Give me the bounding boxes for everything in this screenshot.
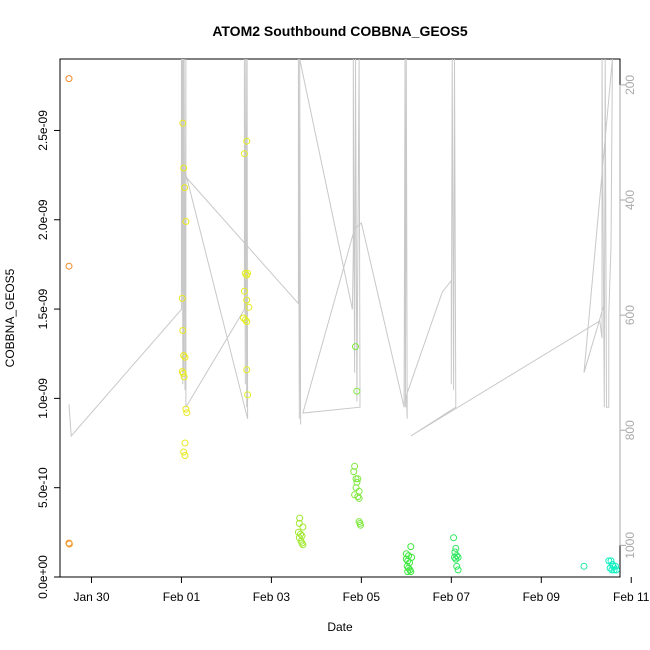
y-right-tick-label: 200	[623, 75, 637, 95]
y-right-tick-label: 600	[623, 305, 637, 325]
data-point	[181, 353, 189, 361]
data-point	[355, 494, 363, 502]
y-right-axis: 200 400 600 800 1000	[619, 75, 637, 559]
data-point	[610, 566, 618, 574]
data-point	[608, 566, 616, 574]
data-point	[65, 75, 73, 83]
data-point	[181, 439, 189, 447]
x-tick-label: Feb 07	[433, 590, 471, 604]
data-point	[351, 462, 359, 470]
data-point	[404, 557, 412, 565]
data-point	[180, 373, 188, 381]
data-point	[612, 562, 619, 570]
data-point	[182, 405, 190, 413]
y-axis: 0.0e+00 5.0e-10 1.0e-09 1.5e-09 2.0e-09 2.5e-…	[36, 110, 60, 599]
x-tick-label: Feb 05	[343, 590, 381, 604]
x-axis-label: Date	[327, 620, 353, 634]
data-point	[299, 523, 307, 531]
data-point	[352, 343, 359, 351]
data-point	[181, 452, 189, 459]
data-point	[65, 540, 73, 548]
data-point	[183, 409, 191, 417]
data-point	[452, 555, 460, 563]
data-point	[580, 562, 588, 570]
data-point	[240, 150, 248, 158]
data-point	[408, 553, 416, 561]
y-right-tick-label: 400	[623, 190, 637, 210]
data-point	[244, 391, 252, 399]
data-point	[297, 530, 305, 538]
data-point	[407, 543, 415, 551]
data-point	[241, 269, 249, 277]
data-point	[404, 568, 412, 576]
data-point	[605, 557, 613, 565]
pressure-line-layer	[68, 58, 613, 438]
plot-frame	[59, 58, 621, 578]
data-point	[181, 184, 189, 192]
data-point	[295, 519, 303, 527]
data-point	[179, 119, 187, 127]
data-point	[179, 369, 187, 377]
data-point	[296, 514, 304, 522]
data-point	[451, 553, 458, 561]
chart-title: ATOM2 Southbound COBBNA_GEOS5	[212, 23, 468, 39]
data-point	[612, 566, 620, 574]
y-tick-label: 2.0e-09	[36, 199, 50, 240]
data-point	[179, 327, 187, 334]
data-point	[354, 475, 362, 483]
y-axis-label: COBBNA_GEOS5	[3, 268, 17, 367]
y-tick-label: 2.5e-09	[36, 110, 50, 151]
data-point	[407, 568, 415, 576]
data-point	[357, 521, 364, 529]
data-point	[240, 287, 248, 295]
data-point	[243, 296, 251, 304]
y-right-tick-label: 1000	[623, 532, 637, 559]
data-point	[451, 548, 459, 556]
y-tick-label: 5.0e-10	[36, 467, 50, 508]
data-point	[180, 448, 188, 456]
y-tick-label: 1.0e-09	[36, 378, 50, 419]
data-point	[450, 534, 458, 542]
data-point	[241, 316, 249, 324]
y-tick-label: 1.5e-09	[36, 288, 50, 329]
data-point	[453, 552, 461, 560]
data-point	[299, 541, 307, 549]
data-point	[180, 164, 188, 172]
data-point	[402, 550, 410, 558]
x-tick-label: Jan 30	[73, 590, 109, 604]
pressure-line	[68, 58, 613, 438]
data-point	[354, 493, 362, 501]
data-point	[452, 544, 460, 552]
data-point	[454, 566, 462, 574]
data-point	[350, 468, 358, 476]
data-point	[243, 318, 251, 326]
x-tick-label: Feb 09	[523, 590, 561, 604]
data-point	[453, 562, 461, 570]
data-point	[353, 387, 361, 395]
data-point	[245, 303, 253, 311]
x-tick-label: Feb 01	[163, 590, 201, 604]
x-tick-label: Feb 03	[253, 590, 291, 604]
data-point	[243, 366, 251, 374]
data-point	[295, 534, 303, 542]
data-point	[243, 137, 251, 145]
data-point	[405, 564, 413, 572]
y-right-tick-label: 800	[623, 420, 637, 440]
data-point	[182, 218, 190, 225]
data-point	[65, 262, 73, 270]
data-point	[178, 294, 186, 302]
x-tick-label: Feb 11	[613, 590, 650, 604]
data-point	[244, 269, 252, 277]
x-axis: Jan 30 Feb 01 Feb 03 Feb 05 Feb 07 Feb 09 Feb …	[73, 577, 650, 604]
points-layer	[65, 75, 620, 576]
data-point	[180, 352, 188, 359]
y-tick-label: 0.0e+00	[36, 555, 50, 599]
